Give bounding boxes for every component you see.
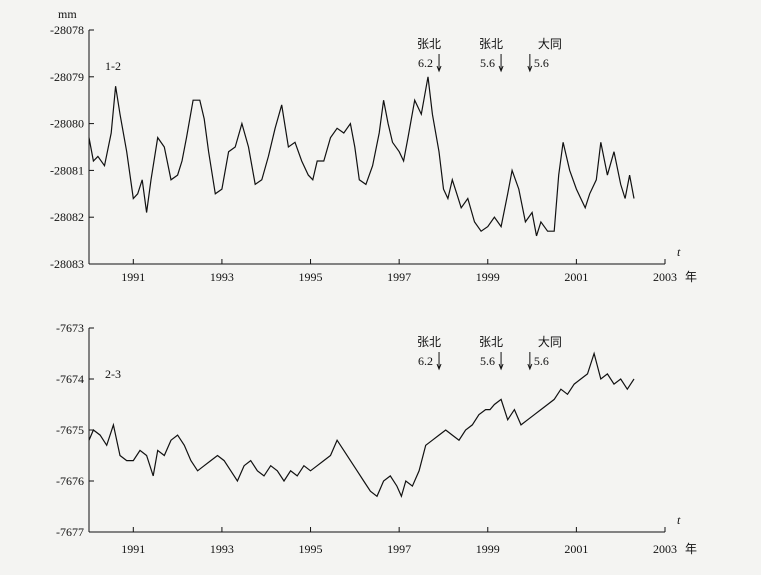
panel1-x-tick-label: 1993 (210, 270, 234, 284)
panel1-y-tick-label: -28079 (50, 70, 84, 84)
panel2-event-magnitude: 6.2 (418, 354, 433, 368)
panel1-x-unit: 年 (685, 270, 697, 284)
panel2-x-tick-label: 1991 (121, 542, 145, 556)
panel2-event-arrowhead (527, 363, 533, 371)
panel2-y-tick-label: -7676 (56, 474, 84, 488)
panel2-x-axis-symbol: t (677, 513, 681, 527)
panel2-event-magnitude: 5.6 (480, 354, 495, 368)
panel1-event-place: 张北 (479, 37, 503, 51)
panel2-x-tick-label: 1995 (299, 542, 323, 556)
panel1-unit-label: mm (58, 7, 77, 21)
panel1-event-arrowhead (436, 65, 442, 73)
panel1-y-tick-label: -28078 (50, 23, 84, 37)
panel2-x-tick-label: 2003 (653, 542, 677, 556)
panel1-x-axis-symbol: t (677, 245, 681, 259)
panel1-x-tick-label: 1991 (121, 270, 145, 284)
panel2-y-tick-label: -7673 (56, 321, 84, 335)
panel2-panel-label: 2-3 (105, 367, 121, 381)
panel1-y-tick-label: -28081 (50, 163, 84, 177)
panel1-y-tick-label: -28080 (50, 117, 84, 131)
panel2-x-tick-label: 1997 (387, 542, 411, 556)
panel2-y-tick-label: -7674 (56, 372, 84, 386)
panel2-x-tick-label: 1993 (210, 542, 234, 556)
panel1-event-magnitude: 6.2 (418, 56, 433, 70)
panel2-y-tick-label: -7677 (56, 525, 84, 539)
panel2-event-place: 张北 (479, 335, 503, 349)
panel2-x-tick-label: 2001 (564, 542, 588, 556)
panel1-y-tick-label: -28083 (50, 257, 84, 271)
panel1-panel-label: 1-2 (105, 59, 121, 73)
panel1-series-line (88, 76, 635, 237)
panel2-x-unit: 年 (685, 542, 697, 556)
panel2-event-magnitude: 5.6 (534, 354, 549, 368)
panel2-event-place: 大同 (538, 335, 562, 349)
panel1-x-tick-label: 1997 (387, 270, 411, 284)
panel2-event-arrowhead (498, 363, 504, 371)
panel1-x-tick-label: 1995 (299, 270, 323, 284)
panel1-x-tick-label: 1999 (476, 270, 500, 284)
panel1-event-place: 大同 (538, 37, 562, 51)
panel2-x-tick-label: 1999 (476, 542, 500, 556)
panel2-y-tick-label: -7675 (56, 423, 84, 437)
panel2-event-arrowhead (436, 363, 442, 371)
panel1-event-magnitude: 5.6 (480, 56, 495, 70)
panel1-event-place: 张北 (417, 37, 441, 51)
panel2-series-line (88, 351, 635, 499)
panel1-x-tick-label: 2001 (564, 270, 588, 284)
panel1-x-tick-label: 2003 (653, 270, 677, 284)
panel1-y-tick-label: -28082 (50, 210, 84, 224)
panel1-event-magnitude: 5.6 (534, 56, 549, 70)
panel1-event-arrowhead (527, 65, 533, 73)
panel2-event-place: 张北 (417, 335, 441, 349)
panel1-event-arrowhead (498, 65, 504, 73)
